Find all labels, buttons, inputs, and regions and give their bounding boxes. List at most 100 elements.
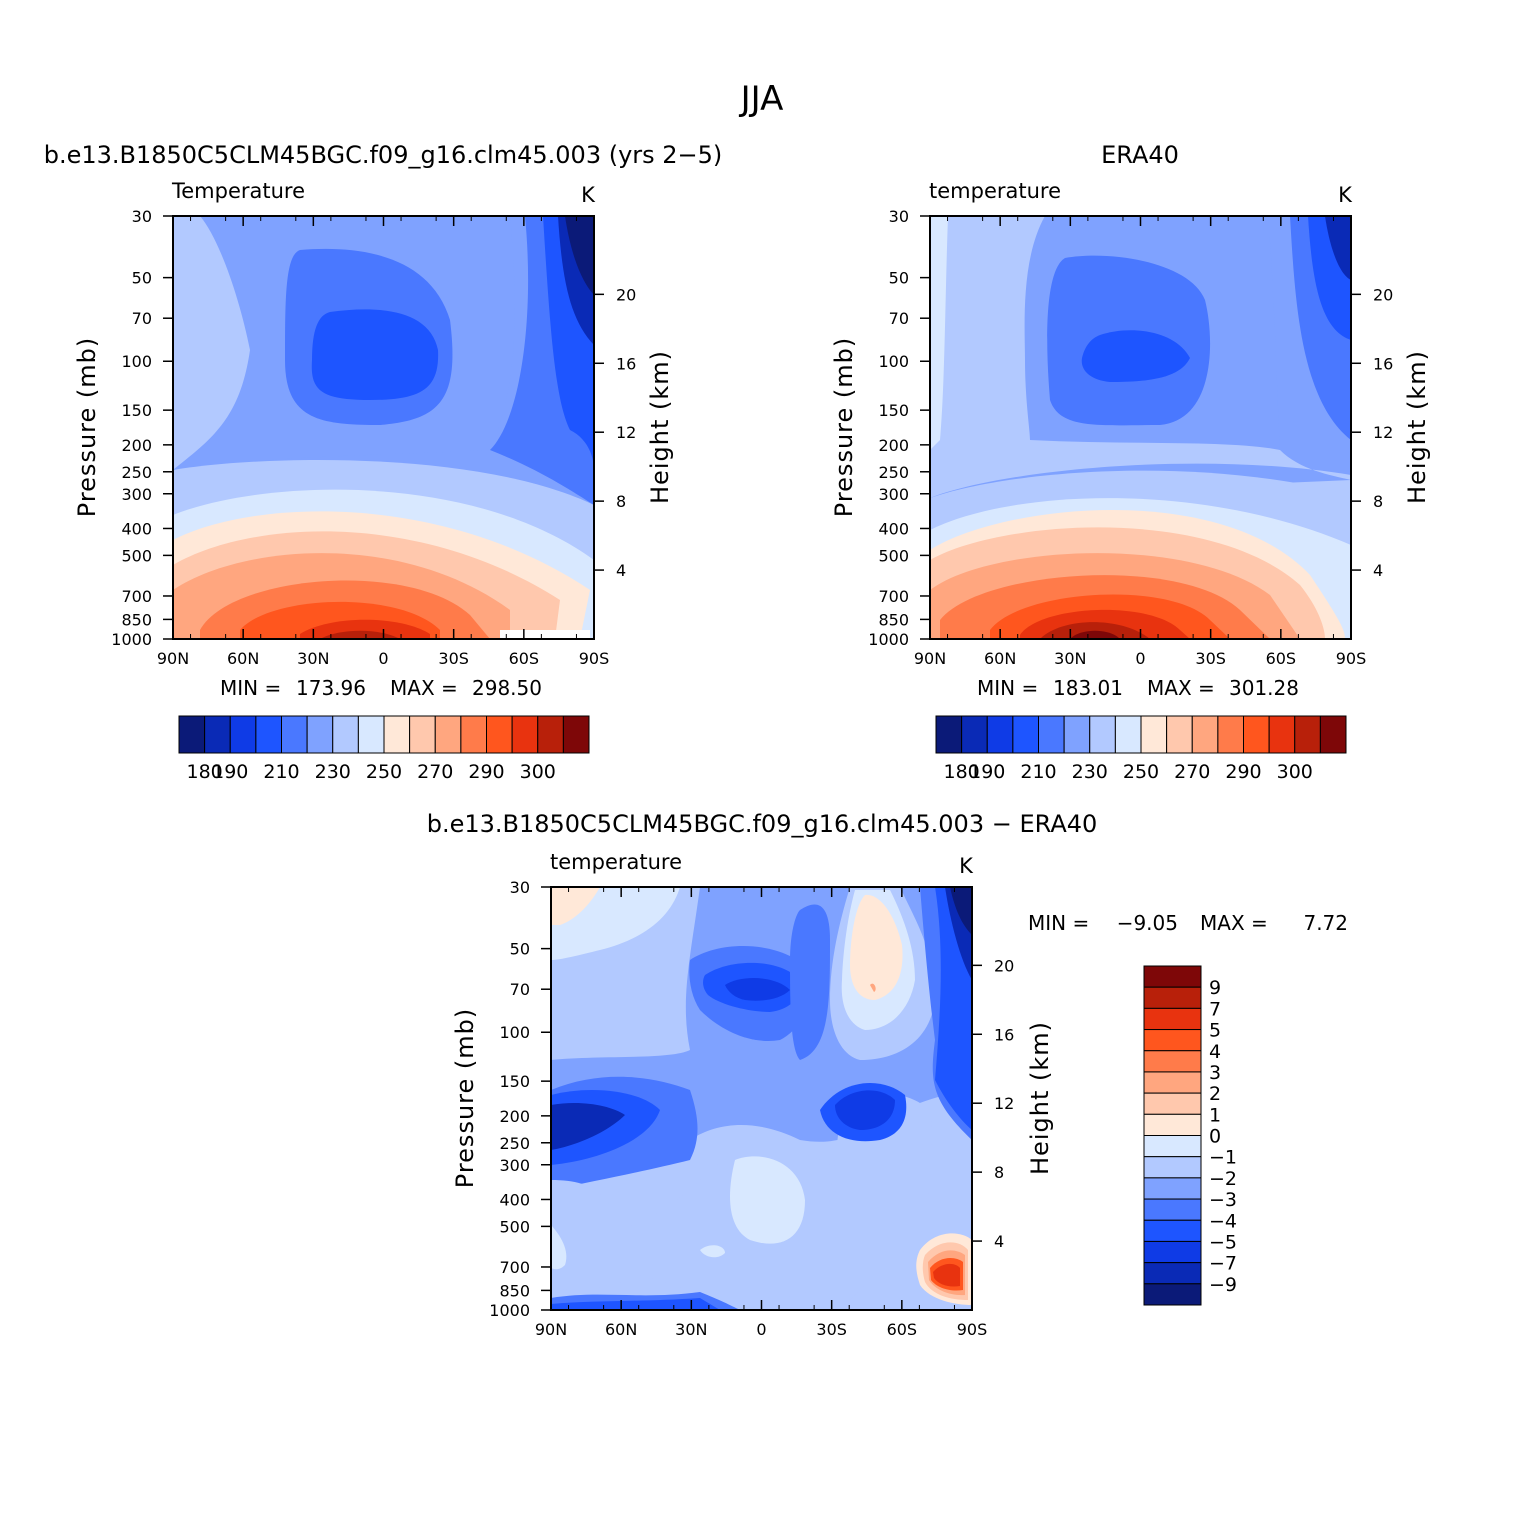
colorbar-swatch [281,715,308,754]
colorbar-swatch [229,715,257,754]
colorbar-label: 2 [1209,1083,1221,1105]
colorbar-swatch [986,715,1014,754]
panel-difference-max: 7.72 [1303,911,1348,935]
contour-band [1081,330,1190,382]
y-tick-label: 500 [121,546,152,565]
y-tick-label: 50 [132,269,152,288]
y-tick-label: 50 [889,269,909,288]
x-tick-label: 0 [378,649,388,668]
panel-model-y2label: Height (km) [646,350,674,504]
panel-model-max: 298.50 [472,676,542,700]
colorbar-swatch [1143,965,1202,988]
colorbar-swatch [1143,986,1202,1009]
panel-era40-field [930,216,1351,639]
x-tick-label: 90N [535,1320,567,1339]
contour-band [565,216,594,295]
y2-tick-label: 8 [1373,492,1383,511]
colorbar-label: −7 [1209,1253,1237,1275]
colorbar-swatch [1143,1007,1202,1031]
x-tick-label: 60N [605,1320,637,1339]
x-tick-label: 30S [1195,649,1226,668]
panel-model-ylabel: Pressure (mb) [73,337,101,517]
colorbar-swatch [306,715,334,754]
contour-band [551,1103,625,1150]
colorbar-label: 290 [468,761,504,783]
colorbar-swatch [1114,715,1142,754]
colorbar-swatch [511,715,539,754]
y-tick-label: 200 [121,436,152,455]
colorbar-label: −5 [1209,1231,1237,1253]
y-tick-label: 850 [878,610,909,629]
panel-difference-units: K [959,854,974,878]
colorbar-swatch [1143,1071,1202,1094]
x-tick-label: 60S [887,1320,918,1339]
x-tick-label: 90S [1336,649,1367,668]
contour-band [551,887,600,925]
colorbar-swatch [961,715,988,754]
colorbar-swatch [434,715,462,754]
y2-tick-label: 16 [1373,354,1393,373]
colorbar-swatch [1143,1177,1202,1200]
panel-era40: ERA40 temperature K Pressure (mb) Height… [830,141,1431,783]
contour-band [551,1225,567,1270]
colorbar-label: 250 [1123,761,1159,783]
colorbar-swatch [1140,715,1168,754]
colorbar-label: 4 [1209,1041,1221,1063]
colorbar-swatch [204,715,231,754]
contour-band [850,894,903,1000]
panel-era40-left-label: temperature [929,179,1061,203]
colorbar-label: 7 [1209,998,1221,1020]
contour-band [700,1245,725,1258]
y-tick-label: 700 [878,587,909,606]
panel-era40-title: ERA40 [1101,141,1179,169]
colorbar-swatch [357,715,385,754]
y2-tick-label: 12 [994,1094,1014,1113]
y-tick-label: 1000 [111,630,152,649]
y2-tick-label: 4 [1373,561,1383,580]
colorbar-swatch [935,715,963,754]
contour-band [933,1263,960,1287]
y-tick-label: 200 [878,436,909,455]
colorbar-swatch [383,715,411,754]
contour-band [825,1093,932,1300]
y2-tick-label: 8 [994,1163,1004,1182]
contour-band [1070,630,1120,639]
x-tick-label: 30N [675,1320,707,1339]
colorbar-swatch [332,715,359,754]
y-tick-label: 500 [878,546,909,565]
panel-model-min: 173.96 [296,676,366,700]
panel-difference-y2label: Height (km) [1026,1021,1054,1175]
y-tick-label: 150 [499,1072,530,1091]
y-tick-label: 100 [499,1023,530,1042]
contour-band [500,630,590,639]
panel-difference-min-label: MIN = [1028,911,1089,935]
y-tick-label: 850 [499,1281,530,1300]
contour-band [870,983,876,992]
panel-model-units: K [581,183,596,207]
y2-tick-label: 4 [994,1232,1004,1251]
colorbar-swatch [1038,715,1065,754]
colorbar-swatch [1243,715,1270,754]
colorbar-swatch [255,715,282,754]
y-tick-label: 30 [510,878,530,897]
panel-difference: b.e13.B1850C5CLM45BGC.f09_g16.clm45.003 … [427,810,1348,1339]
panel-era40-units: K [1338,183,1353,207]
colorbar-label: 180 [186,761,222,783]
y-tick-label: 1000 [868,630,909,649]
colorbar-label: 210 [263,761,299,783]
y-tick-label: 200 [499,1107,530,1126]
colorbar-swatch [409,715,436,754]
y-tick-label: 70 [510,980,530,999]
figure-title: JJA [739,79,784,119]
y-tick-label: 250 [121,463,152,482]
panel-model: b.e13.B1850C5CLM45BGC.f09_g16.clm45.003 … [44,141,723,783]
y-tick-label: 30 [132,207,152,226]
x-tick-label: 90S [579,649,610,668]
x-tick-label: 90N [914,649,946,668]
colorbar-label: 0 [1209,1126,1221,1148]
colorbar-swatch [562,715,590,754]
y2-tick-label: 20 [616,285,636,304]
colorbar-swatch [1143,1156,1202,1179]
